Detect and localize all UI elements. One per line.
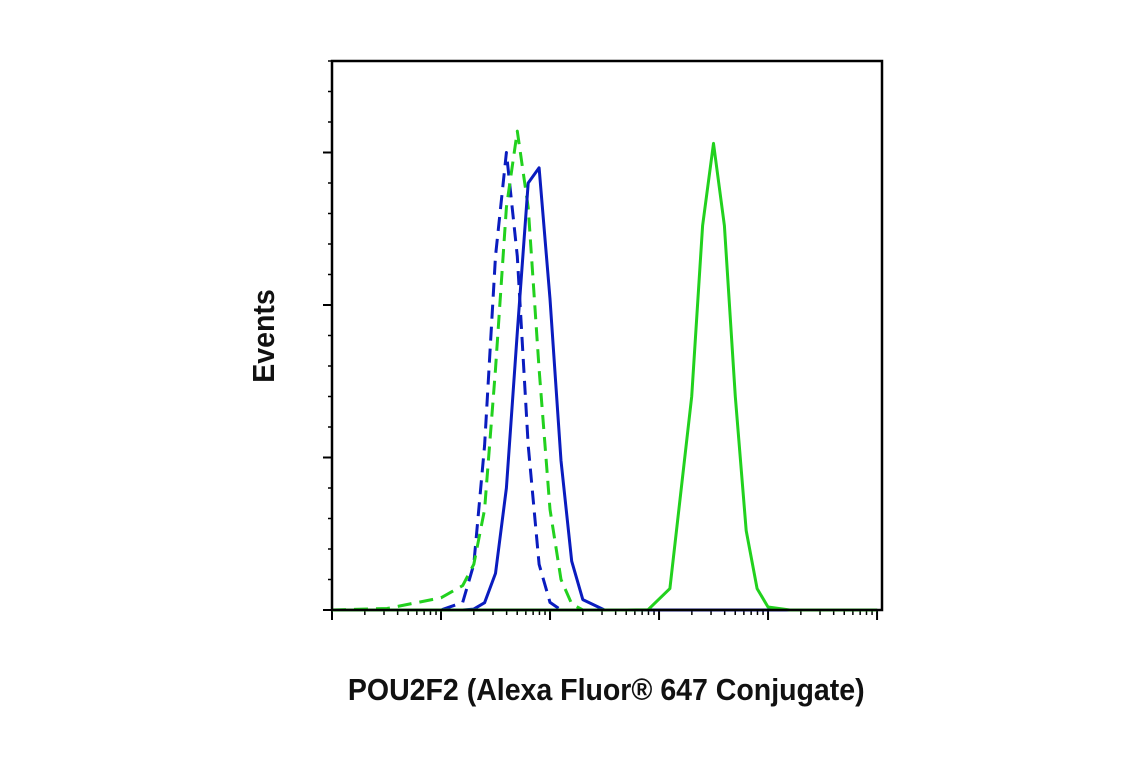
plot-frame [330,59,884,612]
histogram-line [331,129,878,612]
x-axis-label: POU2F2 (Alexa Fluor® 647 Conjugate) [348,673,865,707]
histogram-line [332,166,878,612]
histogram-line [332,151,878,612]
y-axis-label: Events [247,289,281,382]
histogram-line [332,141,878,612]
